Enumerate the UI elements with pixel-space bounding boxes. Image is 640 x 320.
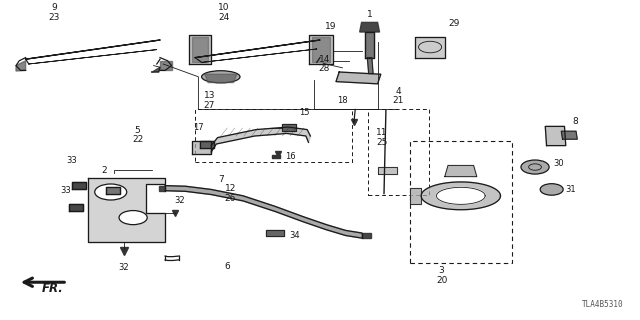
Text: 33: 33	[67, 156, 77, 165]
Polygon shape	[362, 233, 371, 238]
Text: 32: 32	[174, 196, 185, 205]
Ellipse shape	[202, 71, 240, 83]
Text: 34: 34	[289, 231, 300, 240]
Text: 7: 7	[218, 175, 223, 184]
Text: 18: 18	[337, 96, 348, 105]
Polygon shape	[545, 126, 566, 146]
Circle shape	[95, 184, 127, 200]
Polygon shape	[160, 61, 172, 70]
Text: 4
21: 4 21	[392, 87, 404, 105]
Text: 30: 30	[553, 159, 564, 168]
Polygon shape	[415, 37, 445, 58]
Polygon shape	[360, 22, 380, 32]
Text: 17: 17	[193, 124, 204, 132]
Text: 13
27: 13 27	[204, 92, 215, 110]
Text: 6: 6	[225, 262, 230, 271]
Text: 19: 19	[324, 22, 336, 31]
Text: 11
25: 11 25	[376, 128, 388, 147]
Polygon shape	[211, 127, 310, 152]
Polygon shape	[266, 230, 284, 236]
Polygon shape	[336, 72, 381, 84]
Polygon shape	[151, 67, 160, 72]
Polygon shape	[436, 187, 485, 204]
Polygon shape	[88, 178, 165, 242]
Text: 16: 16	[285, 152, 296, 161]
Polygon shape	[421, 182, 500, 210]
Polygon shape	[365, 32, 374, 58]
Polygon shape	[192, 37, 208, 62]
Polygon shape	[16, 61, 26, 71]
Text: 12
26: 12 26	[225, 184, 236, 203]
Text: 2: 2	[101, 166, 106, 175]
Text: TLA4B5310: TLA4B5310	[582, 300, 624, 309]
Text: 32: 32	[118, 263, 129, 272]
Polygon shape	[445, 165, 477, 177]
Polygon shape	[106, 187, 120, 194]
Circle shape	[119, 211, 147, 225]
Text: 9
23: 9 23	[49, 4, 60, 22]
Text: 3
20: 3 20	[436, 267, 447, 285]
Polygon shape	[309, 35, 333, 64]
Text: 5
22: 5 22	[132, 126, 143, 144]
Polygon shape	[205, 74, 237, 83]
Text: 15: 15	[299, 108, 309, 117]
Polygon shape	[378, 167, 397, 174]
Polygon shape	[165, 186, 362, 238]
Text: FR.: FR.	[42, 282, 63, 294]
Text: 1: 1	[367, 10, 372, 19]
Text: 10
24: 10 24	[218, 4, 230, 22]
Polygon shape	[410, 188, 421, 204]
Polygon shape	[200, 141, 214, 148]
Text: 31: 31	[566, 185, 577, 194]
Text: 29: 29	[448, 19, 460, 28]
Polygon shape	[189, 35, 211, 64]
Polygon shape	[159, 186, 165, 191]
Text: 8: 8	[573, 117, 579, 126]
Text: 14
28: 14 28	[319, 55, 330, 73]
Text: 33: 33	[60, 186, 70, 195]
Polygon shape	[312, 37, 330, 62]
Polygon shape	[367, 58, 373, 74]
Polygon shape	[561, 131, 577, 139]
Polygon shape	[282, 124, 296, 131]
Polygon shape	[72, 182, 86, 189]
Polygon shape	[69, 204, 83, 211]
Polygon shape	[192, 141, 211, 154]
Circle shape	[540, 184, 563, 195]
Circle shape	[521, 160, 549, 174]
